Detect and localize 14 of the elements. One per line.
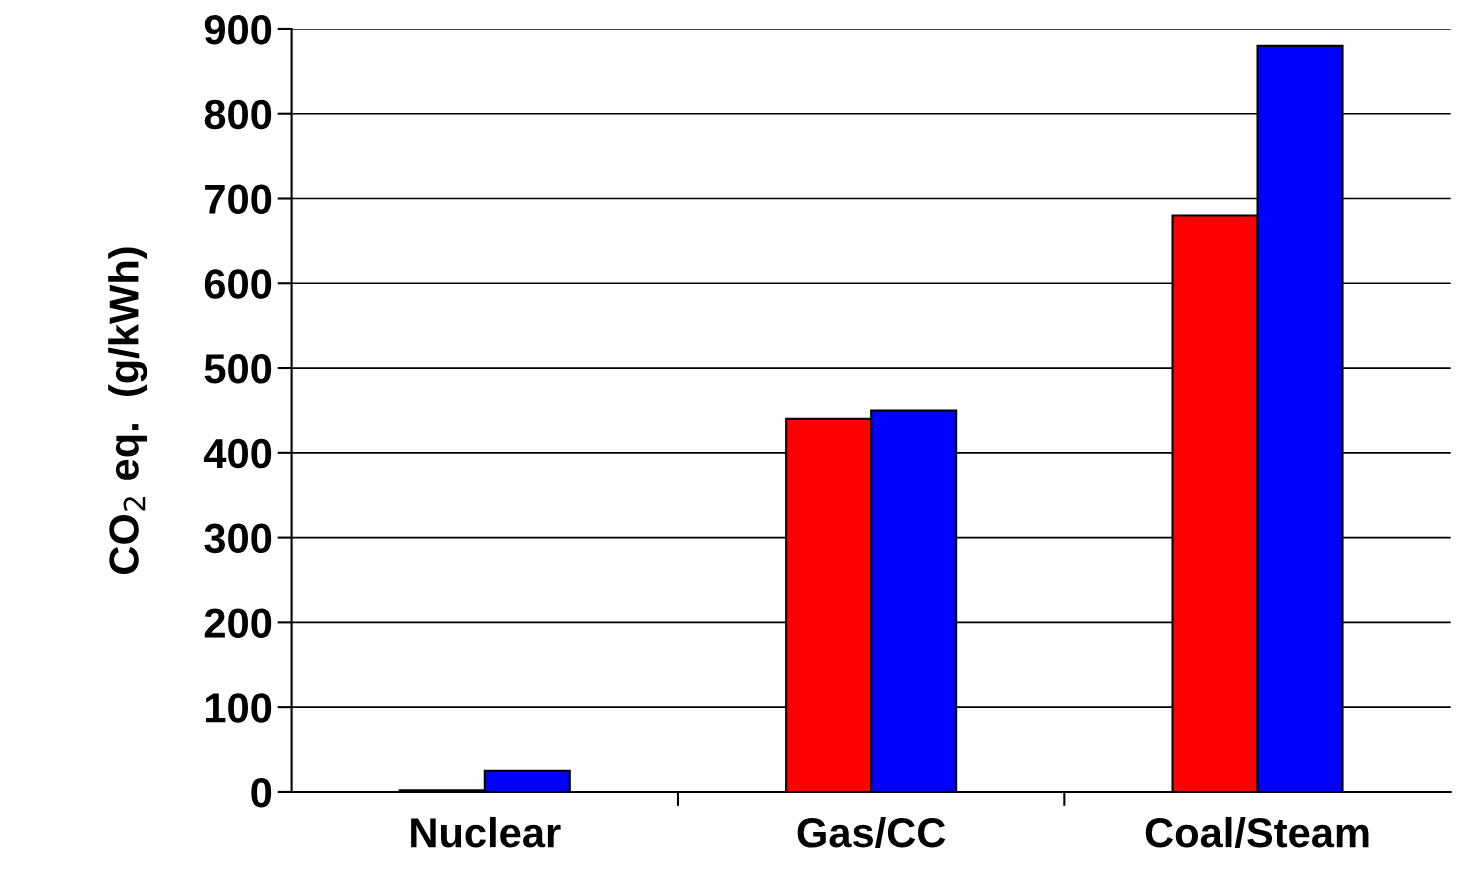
- y-tick-label: 600: [204, 269, 272, 299]
- y-tick-label: 400: [203, 438, 272, 469]
- x-tick-label: Nuclear: [411, 816, 561, 848]
- y-tick-label: 300: [204, 523, 272, 554]
- y-tick-label: 500: [204, 354, 272, 384]
- y-tick-label: 800: [204, 99, 272, 130]
- y-tick-label: 700: [205, 184, 272, 214]
- y-tick-label: 100: [205, 693, 272, 723]
- y-tick-label: 200: [204, 608, 272, 638]
- y-tick-label: 900: [204, 14, 272, 45]
- y-tick-label: 0: [251, 777, 272, 808]
- x-tick-label: Gas/CC: [797, 816, 946, 848]
- y-axis-title: CO$_{2}$ eq. (g/kWh): [108, 247, 148, 574]
- x-tick-label: Coal/Steam: [1145, 816, 1369, 848]
